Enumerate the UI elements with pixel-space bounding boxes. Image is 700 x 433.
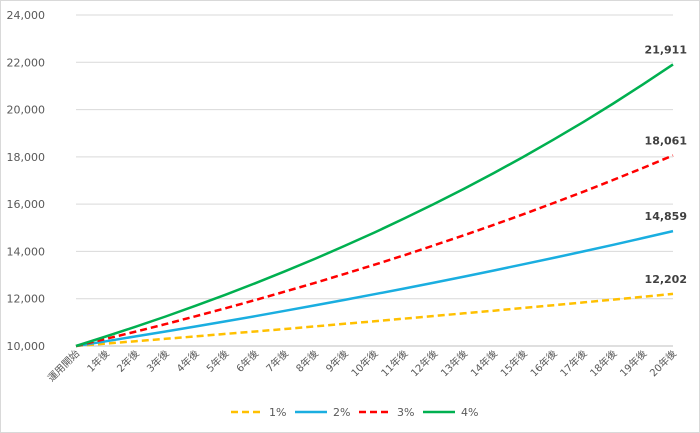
y-axis: 10,000 12,000 14,000 16,000 18,000 20,000 22,0… (7, 9, 46, 353)
end-labels: 12,202 14,859 18,061 21,911 (645, 43, 687, 286)
x-tick-label: 12年後 (408, 347, 440, 379)
y-tick-label: 16,000 (7, 198, 46, 211)
x-tick-label: 3年後 (144, 347, 172, 375)
x-tick-label: 19年後 (617, 347, 649, 379)
y-tick-label: 24,000 (7, 9, 46, 22)
x-tick-label: 5年後 (204, 347, 232, 375)
x-tick-label: 運用開始 (45, 347, 82, 384)
legend-label: 4% (461, 406, 478, 419)
end-value-label: 18,061 (645, 134, 687, 147)
x-tick-label: 2年後 (114, 347, 142, 375)
x-tick-label: 17年後 (557, 347, 589, 379)
x-tick-label: 9年後 (323, 347, 351, 375)
x-axis: 運用開始 1年後 2年後 3年後 4年後 5年後 6年後 7年後 8年後 9年後10年後11年後1… (45, 347, 679, 384)
x-tick-label: 14年後 (468, 347, 500, 379)
x-tick-label: 16年後 (527, 347, 559, 379)
legend-label: 3% (397, 406, 414, 419)
legend: 1% 2% 3% 4% (231, 406, 478, 419)
y-tick-label: 14,000 (7, 245, 46, 258)
x-tick-label: 4年後 (174, 347, 202, 375)
series-lines (75, 63, 674, 348)
x-tick-label: 10年後 (348, 347, 380, 379)
end-value-label: 21,911 (645, 43, 687, 56)
y-tick-label: 20,000 (7, 104, 46, 117)
x-tick-label: 15年後 (498, 347, 530, 379)
x-tick-label: 8年後 (293, 347, 321, 375)
legend-label: 1% (269, 406, 286, 419)
x-tick-label: 18年後 (587, 347, 619, 379)
x-tick-label: 6年後 (233, 347, 261, 375)
series-line-2pct (75, 229, 674, 348)
x-tick-label: 13年後 (438, 347, 470, 379)
series-line-1pct (75, 292, 674, 348)
end-value-label: 12,202 (645, 273, 687, 286)
legend-label: 2% (333, 406, 350, 419)
x-tick-label: 1年後 (84, 347, 112, 375)
gridlines (76, 14, 673, 347)
y-tick-label: 18,000 (7, 151, 46, 164)
series-line-3pct (75, 154, 674, 348)
y-tick-label: 22,000 (7, 56, 46, 69)
x-tick-label: 20年後 (647, 347, 679, 379)
end-value-label: 14,859 (645, 210, 687, 223)
series-line-4pct (75, 63, 674, 348)
x-tick-label: 7年後 (263, 347, 291, 375)
y-tick-label: 10,000 (7, 340, 46, 353)
x-tick-label: 11年後 (378, 347, 410, 379)
y-tick-label: 12,000 (7, 293, 46, 306)
